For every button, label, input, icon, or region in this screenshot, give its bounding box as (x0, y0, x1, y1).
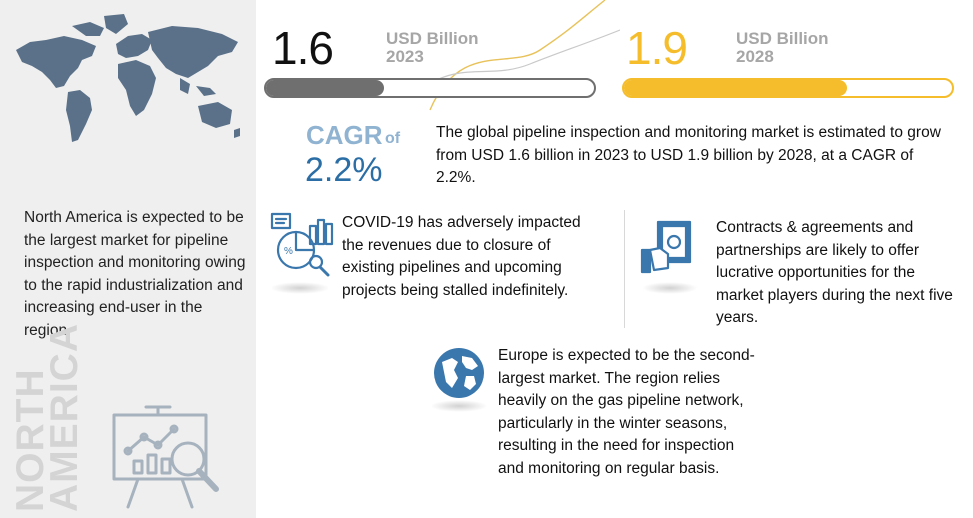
europe-insight-text: Europe is expected to be the second-larg… (498, 347, 755, 477)
covid-insight-text: COVID-19 has adversely impacted the reve… (342, 214, 581, 299)
world-map-icon (16, 14, 240, 142)
market-summary: The global pipeline inspection and monit… (436, 124, 941, 186)
globe-icon (434, 348, 484, 398)
presentation-chart-icon (112, 405, 219, 509)
section-divider (624, 210, 625, 328)
north-america-vertical-label: NORTH AMERICA (9, 323, 86, 512)
progress-bar-2023 (264, 78, 596, 98)
cagr-of-label: of (385, 130, 401, 147)
unit-label-2023: USD Billion (386, 29, 479, 48)
progress-bar-2028 (622, 78, 954, 98)
contracts-insight-text: Contracts & agreements and partnerships … (716, 219, 953, 326)
icon-shadow (270, 282, 330, 294)
market-value-2028: 1.9 (626, 22, 688, 74)
progress-bar-fill-2023 (266, 80, 385, 96)
market-value-2023: 1.6 (272, 22, 334, 74)
svg-text:%: % (284, 246, 293, 257)
cagr-value: 2.2% (305, 151, 383, 189)
north-america-description: North America is expected to be the larg… (24, 209, 246, 339)
icon-shadow (430, 400, 488, 412)
money-hand-icon (640, 220, 692, 274)
year-label-2028: 2028 (736, 47, 774, 66)
cagr-label: CAGR (306, 120, 383, 150)
report-analysis-icon: % (270, 212, 334, 277)
icon-shadow (642, 282, 698, 294)
decorative-lines (420, 0, 620, 111)
progress-bar-fill-2028 (624, 80, 848, 96)
vertical-label-line: AMERICA (43, 323, 86, 512)
unit-label-2028: USD Billion (736, 29, 829, 48)
year-label-2023: 2023 (386, 47, 424, 66)
